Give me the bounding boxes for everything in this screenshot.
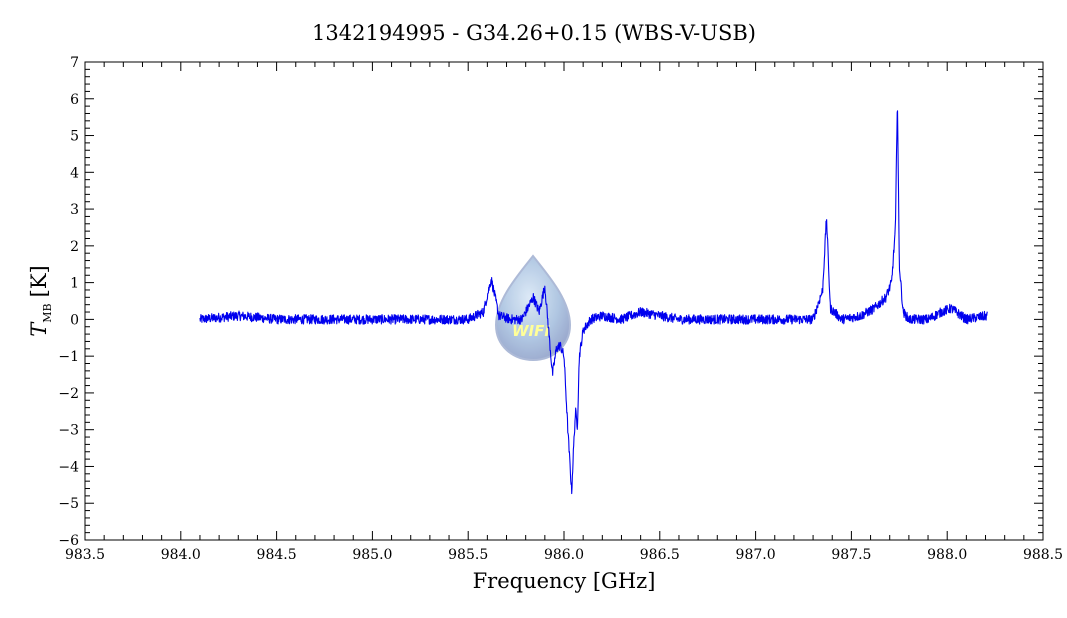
chart-title: 1342194995 - G34.26+0.15 (WBS-V-USB) xyxy=(312,21,756,45)
y-tick-label: −1 xyxy=(58,349,79,365)
watermark-drop-shape xyxy=(494,254,572,362)
y-axis-label-symbol: T xyxy=(27,321,51,337)
y-tick-label: −5 xyxy=(58,496,79,512)
x-ticks xyxy=(84,62,1044,540)
watermark-text: WIFI xyxy=(512,322,550,340)
y-tick-label: 3 xyxy=(70,202,79,218)
y-tick-label: 5 xyxy=(70,129,79,145)
spectrum-line xyxy=(199,110,988,495)
y-tick-label: 7 xyxy=(70,55,79,71)
y-axis-label-unit: [K] xyxy=(27,265,51,297)
x-tick-label: 987.5 xyxy=(831,547,871,563)
y-tick-labels: −6 −5 −4 −3 −2 −1 0 1 2 3 4 5 6 7 xyxy=(58,55,79,549)
y-axis-label-subscript: MB xyxy=(41,303,54,322)
x-tick-label: 988.0 xyxy=(927,547,967,563)
y-tick-label: 2 xyxy=(70,239,79,255)
y-tick-label: −4 xyxy=(58,459,79,475)
y-tick-label: 0 xyxy=(70,312,79,328)
y-tick-label: −6 xyxy=(58,533,79,549)
y-tick-label: −2 xyxy=(58,386,79,402)
y-tick-label: 4 xyxy=(70,165,79,181)
x-tick-label: 988.5 xyxy=(1023,547,1063,563)
x-tick-label: 985.0 xyxy=(352,547,392,563)
x-tick-label: 987.0 xyxy=(736,547,776,563)
x-axis-label: Frequency [GHz] xyxy=(473,569,656,593)
x-tick-label: 986.5 xyxy=(640,547,680,563)
x-tick-label: 985.5 xyxy=(448,547,488,563)
x-tick-label: 986.0 xyxy=(544,547,584,563)
y-tick-label: 1 xyxy=(70,276,79,292)
y-axis-label: TMB [K] xyxy=(27,265,54,336)
x-tick-label: 984.0 xyxy=(161,547,201,563)
x-tick-label: 983.5 xyxy=(65,547,105,563)
x-tick-labels: 983.5 984.0 984.5 985.0 985.5 986.0 986.5 987.0… xyxy=(65,547,1063,563)
y-tick-label: 6 xyxy=(70,92,79,108)
y-tick-label: −3 xyxy=(58,423,79,439)
x-tick-label: 984.5 xyxy=(257,547,297,563)
svg-text:TMB[K]: TMB [K] xyxy=(27,265,54,336)
plot-frame xyxy=(84,61,1044,541)
watermark: WIFI xyxy=(494,254,572,362)
